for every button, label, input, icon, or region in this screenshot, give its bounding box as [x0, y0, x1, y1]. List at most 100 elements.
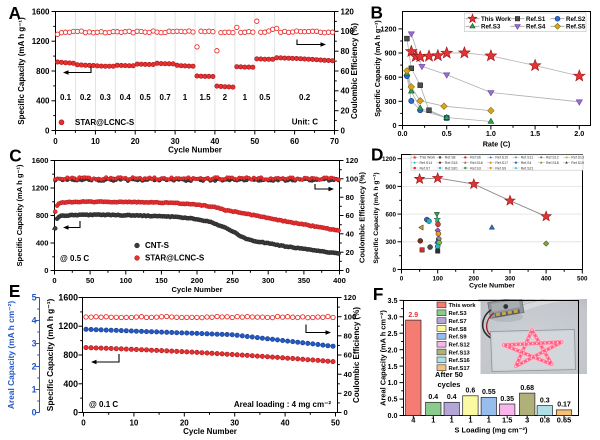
- svg-text:400: 400: [36, 97, 50, 106]
- svg-text:Ref.S6: Ref.S6: [470, 156, 481, 160]
- svg-text:Coulombic Efficiency (%): Coulombic Efficiency (%): [352, 307, 361, 403]
- svg-text:Ref.S9: Ref.S9: [449, 335, 468, 341]
- svg-text:1: 1: [431, 416, 435, 425]
- svg-text:300: 300: [262, 276, 275, 285]
- svg-text:400: 400: [63, 379, 78, 389]
- svg-text:Cycle Number: Cycle Number: [183, 427, 237, 436]
- svg-text:300: 300: [385, 97, 397, 106]
- svg-text:0.4: 0.4: [447, 394, 457, 401]
- svg-text:0: 0: [45, 126, 50, 135]
- svg-text:200: 200: [469, 276, 480, 283]
- svg-text:50: 50: [331, 419, 340, 428]
- svg-text:900: 900: [385, 184, 396, 191]
- svg-text:Ref.S19: Ref.S19: [571, 161, 584, 165]
- svg-text:This Work: This Work: [420, 156, 436, 160]
- svg-text:Areal loading : 4 mg cm⁻²: Areal loading : 4 mg cm⁻²: [234, 400, 331, 409]
- svg-text:Ref.S7: Ref.S7: [420, 166, 431, 170]
- svg-text:0.0: 0.0: [398, 129, 408, 138]
- svg-text:1.5: 1.5: [388, 362, 398, 371]
- svg-text:Specific Capacity (mA h g⁻¹): Specific Capacity (mA h g⁻¹): [45, 299, 55, 412]
- svg-text:50: 50: [86, 276, 94, 285]
- svg-text:80: 80: [344, 332, 352, 341]
- svg-text:2.9: 2.9: [408, 312, 418, 319]
- svg-text:Ref.S8: Ref.S8: [445, 156, 456, 160]
- svg-text:1600: 1600: [58, 293, 78, 303]
- svg-text:Ref.S18: Ref.S18: [546, 161, 559, 165]
- svg-text:3: 3: [525, 416, 529, 425]
- svg-text:0.2: 0.2: [80, 93, 92, 102]
- svg-text:Ref.S16: Ref.S16: [449, 358, 471, 364]
- svg-text:Ref.S20: Ref.S20: [445, 166, 458, 170]
- svg-text:Ref.S9: Ref.S9: [495, 166, 506, 170]
- svg-text:20: 20: [180, 419, 189, 428]
- svg-text:1: 1: [243, 93, 248, 102]
- svg-text:Ref.S14: Ref.S14: [420, 161, 433, 165]
- svg-text:Specific Capacity (mA h g⁻¹): Specific Capacity (mA h g⁻¹): [373, 172, 380, 263]
- svg-text:400: 400: [333, 276, 346, 285]
- svg-text:100: 100: [344, 312, 357, 321]
- svg-text:0: 0: [53, 137, 58, 146]
- svg-text:0: 0: [52, 276, 56, 285]
- svg-text:Ref.S3: Ref.S3: [449, 311, 468, 317]
- svg-text:0: 0: [346, 266, 350, 275]
- svg-text:1: 1: [183, 93, 188, 102]
- svg-text:3.5: 3.5: [388, 296, 398, 305]
- svg-text:A: A: [9, 3, 21, 23]
- svg-text:Ref.S12: Ref.S12: [546, 156, 559, 160]
- svg-text:0.5: 0.5: [259, 93, 271, 102]
- svg-text:0: 0: [73, 408, 78, 418]
- svg-text:800: 800: [36, 67, 50, 76]
- svg-text:Ref.S4: Ref.S4: [526, 24, 546, 31]
- svg-text:1200: 1200: [32, 37, 50, 46]
- svg-text:900: 900: [385, 49, 397, 58]
- svg-text:0: 0: [400, 276, 404, 283]
- svg-text:60: 60: [290, 137, 299, 146]
- svg-text:0.4: 0.4: [428, 394, 438, 401]
- svg-text:20: 20: [346, 248, 354, 257]
- svg-text:Cycle Number: Cycle Number: [171, 285, 222, 294]
- svg-text:Ref.S13: Ref.S13: [571, 156, 584, 160]
- svg-text:Ref.S7: Ref.S7: [449, 319, 467, 325]
- svg-text:Ref.S5: Ref.S5: [566, 24, 586, 31]
- svg-text:Ref.S10: Ref.S10: [495, 156, 508, 160]
- svg-text:Ref.S15: Ref.S15: [445, 161, 458, 165]
- svg-text:Areal Capacity (mA h cm⁻²): Areal Capacity (mA h cm⁻²): [6, 301, 16, 410]
- svg-text:@ 0.1 C: @ 0.1 C: [89, 400, 118, 409]
- svg-text:1.5: 1.5: [199, 93, 211, 102]
- svg-text:1.5: 1.5: [530, 129, 540, 138]
- svg-text:This Work: This Work: [481, 16, 511, 23]
- svg-text:60: 60: [344, 351, 352, 360]
- svg-text:0: 0: [392, 267, 396, 274]
- svg-text:30: 30: [171, 137, 180, 146]
- svg-text:80: 80: [346, 193, 354, 202]
- svg-text:Ref.S12: Ref.S12: [449, 343, 470, 349]
- svg-text:400: 400: [36, 239, 49, 248]
- svg-text:70: 70: [330, 137, 339, 146]
- svg-text:1.5: 1.5: [502, 416, 512, 425]
- svg-text:This work: This work: [449, 303, 477, 309]
- svg-text:STAR@LCNC-S: STAR@LCNC-S: [145, 254, 205, 263]
- svg-text:Specific Capacity (mA h g⁻¹): Specific Capacity (mA h g⁻¹): [373, 20, 382, 117]
- svg-text:20: 20: [341, 107, 350, 116]
- svg-text:1600: 1600: [32, 156, 49, 165]
- svg-text:0.6: 0.6: [466, 388, 476, 395]
- svg-text:120: 120: [346, 156, 359, 165]
- svg-text:Ref.S11: Ref.S11: [521, 156, 533, 160]
- svg-text:1200: 1200: [382, 156, 397, 163]
- svg-text:Ref.S4: Ref.S4: [521, 161, 532, 165]
- svg-text:2.0: 2.0: [574, 129, 584, 138]
- svg-text:20: 20: [131, 137, 140, 146]
- svg-text:D: D: [371, 144, 383, 164]
- svg-text:60: 60: [341, 67, 350, 76]
- svg-text:F: F: [373, 284, 384, 304]
- svg-text:0.5: 0.5: [388, 395, 398, 404]
- svg-text:120: 120: [344, 293, 357, 302]
- svg-text:1600: 1600: [32, 7, 50, 16]
- svg-text:4: 4: [411, 416, 416, 425]
- svg-text:2: 2: [32, 362, 37, 372]
- svg-text:0.5: 0.5: [442, 129, 452, 138]
- svg-text:40: 40: [210, 137, 219, 146]
- svg-text:0.5: 0.5: [140, 93, 152, 102]
- svg-text:STAR@LCNC-S: STAR@LCNC-S: [75, 118, 135, 127]
- svg-text:Ref.S3: Ref.S3: [470, 166, 481, 170]
